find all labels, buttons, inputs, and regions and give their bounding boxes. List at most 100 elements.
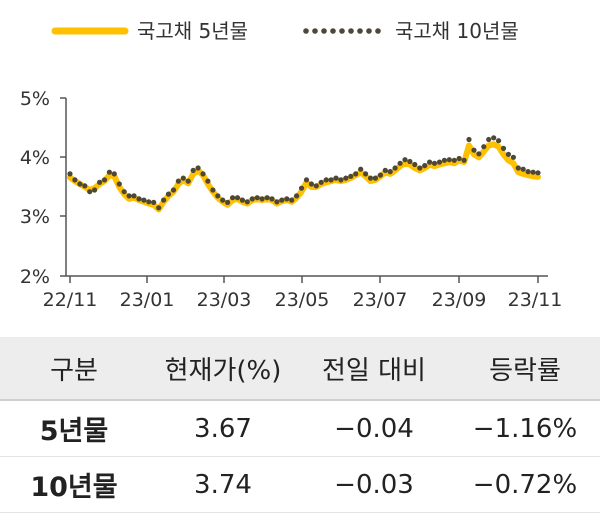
- series-point-10y: [111, 171, 117, 177]
- series-point-10y: [500, 145, 507, 151]
- y-axis: 5% 4% 3% 2%: [20, 88, 67, 288]
- legend-swatch-10y: [303, 28, 381, 34]
- legend-dot: [339, 28, 345, 34]
- series-point-10y: [151, 199, 157, 205]
- table-row: 10년물 3.74 −0.03 −0.72%: [0, 456, 600, 513]
- series-point-10y: [491, 135, 497, 141]
- series-point-10y: [141, 197, 147, 203]
- cell-change: −0.03: [298, 456, 450, 513]
- row-label: 5년물: [0, 399, 148, 457]
- series-point-10y: [382, 167, 388, 173]
- series-point-10y: [175, 178, 181, 184]
- series-point-10y: [121, 189, 127, 195]
- x-tick-label: 23/11: [508, 289, 563, 311]
- table-header-row: 구분 현재가(%) 전일 대비 등락률: [0, 337, 600, 400]
- cell-current: 3.67: [148, 399, 298, 457]
- series-point-10y: [220, 197, 226, 203]
- y-tick-label: 4%: [20, 147, 50, 169]
- series-point-10y: [505, 151, 511, 157]
- series-point-10y: [200, 171, 206, 177]
- series-point-10y: [333, 175, 339, 181]
- legend-dot: [366, 28, 372, 34]
- x-tick-label: 23/01: [120, 289, 175, 311]
- series-point-10y: [486, 136, 492, 143]
- series-point-10y: [156, 205, 162, 211]
- y-tick-label: 3%: [20, 206, 50, 228]
- series-point-10y: [451, 157, 457, 163]
- series-point-10y: [471, 147, 477, 153]
- series-point-10y: [422, 163, 428, 169]
- series-point-10y: [363, 171, 369, 177]
- series-point-10y: [328, 177, 334, 183]
- legend-dot: [357, 28, 363, 34]
- series-point-10y: [431, 160, 438, 166]
- series-point-10y: [520, 166, 526, 172]
- series-point-10y: [82, 183, 88, 189]
- series-point-10y: [303, 177, 310, 183]
- series-point-10y: [294, 193, 300, 199]
- series-point-10y: [377, 172, 383, 178]
- series-point-10y: [353, 171, 359, 177]
- series-point-10y: [402, 157, 408, 163]
- y-tick-label: 5%: [20, 88, 50, 110]
- series-point-10y: [348, 173, 354, 179]
- series-point-10y: [397, 160, 403, 166]
- series-point-10y: [313, 183, 319, 189]
- series-point-10y: [116, 181, 122, 187]
- series-point-10y: [126, 193, 132, 199]
- series-point-10y: [436, 159, 443, 165]
- header-current: 현재가(%): [148, 337, 298, 400]
- series-point-10y: [279, 197, 285, 203]
- series-point-10y: [239, 197, 245, 203]
- row-label: 10년물: [0, 456, 148, 513]
- cell-change: −0.04: [298, 399, 450, 457]
- series-point-10y: [254, 195, 260, 201]
- series-point-10y: [476, 151, 482, 157]
- series-point-10y: [358, 166, 364, 172]
- series-point-10y: [244, 199, 250, 205]
- series-point-10y: [101, 177, 108, 183]
- legend-dot: [330, 28, 336, 34]
- bond-yield-line-chart: 국고채 5년물 국고채 10년물 5% 4% 3% 2% 22/11 23/01…: [20, 19, 563, 311]
- series-point-10y: [106, 169, 112, 175]
- series-point-10y: [215, 193, 221, 199]
- header-category: 구분: [0, 337, 148, 400]
- x-tick-label: 23/09: [432, 289, 487, 311]
- series-point-10y: [210, 187, 216, 193]
- legend-dot: [312, 28, 318, 34]
- series-point-10y: [372, 175, 378, 181]
- series-point-10y: [530, 169, 536, 175]
- y-tick-label: 2%: [20, 266, 50, 288]
- series-point-10y: [190, 167, 196, 173]
- series-point-10y: [67, 171, 73, 177]
- series-point-10y: [481, 144, 487, 150]
- series-point-10y: [234, 195, 241, 201]
- x-tick-label: 23/03: [197, 289, 252, 311]
- series-point-10y: [392, 165, 398, 171]
- series-point-10y: [510, 154, 516, 160]
- series-point-10y: [323, 177, 329, 183]
- cell-current: 3.74: [148, 456, 298, 513]
- series-point-10y: [170, 187, 177, 193]
- x-tick-label: 22/11: [43, 289, 98, 311]
- series-point-10y: [298, 185, 305, 191]
- legend-label-10y: 국고채 10년물: [395, 19, 519, 43]
- series-point-10y: [466, 136, 472, 143]
- series-point-10y: [131, 193, 137, 199]
- series-point-10y: [427, 159, 433, 165]
- series-point-10y: [456, 155, 462, 162]
- series-point-10y: [72, 177, 78, 183]
- legend: 국고채 5년물 국고채 10년물: [51, 19, 519, 43]
- legend-dot: [303, 28, 309, 34]
- series-point-10y: [77, 181, 83, 187]
- cell-rate: −0.72%: [450, 456, 600, 513]
- series-point-10y: [289, 197, 295, 203]
- series-point-10y: [185, 178, 191, 184]
- series-point-10y: [165, 191, 172, 197]
- x-tick-label: 23/05: [275, 289, 330, 311]
- legend-dot: [348, 28, 354, 34]
- series-point-10y: [269, 196, 275, 202]
- series-point-10y: [417, 165, 423, 171]
- series-point-10y: [441, 157, 447, 163]
- series-point-10y: [161, 197, 167, 203]
